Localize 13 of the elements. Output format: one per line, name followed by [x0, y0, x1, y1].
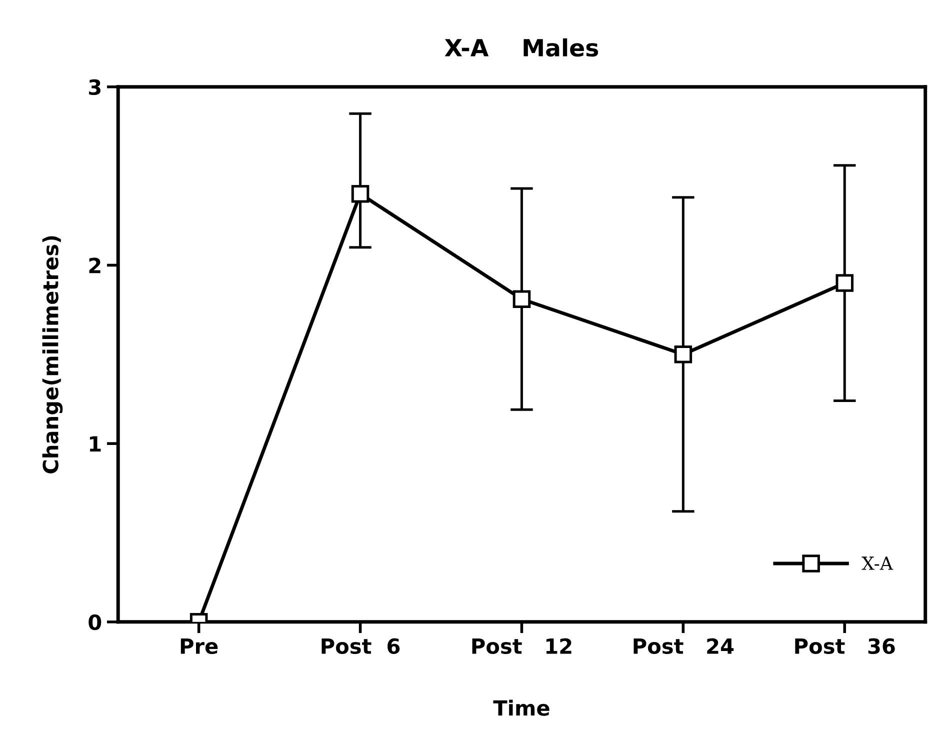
legend-label: X-A	[862, 556, 894, 570]
x-axis-title: Time	[493, 700, 550, 716]
chart-title: X-A Males	[444, 38, 598, 57]
x-tick-label: Post 6	[322, 638, 400, 654]
y-tick-label: 3	[89, 79, 100, 96]
y-tick-label: 2	[89, 258, 100, 274]
x-tick-label: Post 36	[795, 638, 895, 654]
x-tick-label: Pre	[180, 638, 218, 654]
x-tick-label: Post 24	[634, 638, 734, 654]
y-axis-title: Change(millimetres)	[42, 236, 63, 474]
y-tick-label: 1	[90, 436, 101, 452]
x-tick-label: Post 12	[472, 638, 572, 654]
y-tick-label: 0	[88, 614, 102, 630]
